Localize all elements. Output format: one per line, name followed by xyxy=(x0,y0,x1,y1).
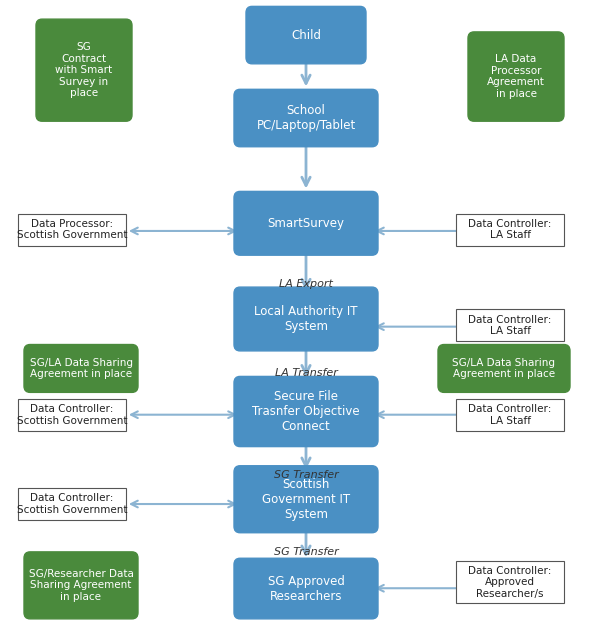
FancyBboxPatch shape xyxy=(456,214,564,246)
FancyBboxPatch shape xyxy=(234,287,378,351)
Text: Local Authority IT
System: Local Authority IT System xyxy=(254,305,358,333)
FancyBboxPatch shape xyxy=(234,89,378,147)
FancyBboxPatch shape xyxy=(36,19,132,121)
Text: SG Transfer: SG Transfer xyxy=(274,547,338,557)
FancyBboxPatch shape xyxy=(234,191,378,255)
Text: Data Processor:
Scottish Government: Data Processor: Scottish Government xyxy=(17,219,127,241)
Text: Data Controller:
Approved
Researcher/s: Data Controller: Approved Researcher/s xyxy=(469,565,551,599)
Text: SG Approved
Researchers: SG Approved Researchers xyxy=(268,575,344,602)
FancyBboxPatch shape xyxy=(246,6,366,64)
Text: Data Controller:
LA Staff: Data Controller: LA Staff xyxy=(469,404,551,426)
Text: Data Controller:
LA Staff: Data Controller: LA Staff xyxy=(469,219,551,241)
Text: Child: Child xyxy=(291,29,321,41)
Text: Data Controller:
Scottish Government: Data Controller: Scottish Government xyxy=(17,493,127,515)
FancyBboxPatch shape xyxy=(234,466,378,533)
FancyBboxPatch shape xyxy=(18,488,126,520)
FancyBboxPatch shape xyxy=(456,309,564,341)
FancyBboxPatch shape xyxy=(24,552,138,619)
FancyBboxPatch shape xyxy=(456,399,564,431)
Text: LA Export: LA Export xyxy=(279,279,333,289)
Text: SG Transfer: SG Transfer xyxy=(274,470,338,480)
FancyBboxPatch shape xyxy=(438,345,570,392)
Text: Scottish
Government IT
System: Scottish Government IT System xyxy=(262,478,350,521)
FancyBboxPatch shape xyxy=(456,561,564,603)
FancyBboxPatch shape xyxy=(24,345,138,392)
Text: SG/LA Data Sharing
Agreement in place: SG/LA Data Sharing Agreement in place xyxy=(29,358,133,379)
Text: SG/Researcher Data
Sharing Agreement
in place: SG/Researcher Data Sharing Agreement in … xyxy=(29,568,133,602)
FancyBboxPatch shape xyxy=(468,32,564,121)
Text: SG/LA Data Sharing
Agreement in place: SG/LA Data Sharing Agreement in place xyxy=(452,358,556,379)
Text: SmartSurvey: SmartSurvey xyxy=(268,217,344,230)
Text: LA Transfer: LA Transfer xyxy=(275,368,337,378)
Text: LA Data
Processor
Agreement
in place: LA Data Processor Agreement in place xyxy=(487,54,545,99)
FancyBboxPatch shape xyxy=(234,558,378,619)
FancyBboxPatch shape xyxy=(234,376,378,447)
Text: School
PC/Laptop/Tablet: School PC/Laptop/Tablet xyxy=(256,104,356,132)
Text: SG
Contract
with Smart
Survey in
place: SG Contract with Smart Survey in place xyxy=(55,42,113,98)
Text: Data Controller:
Scottish Government: Data Controller: Scottish Government xyxy=(17,404,127,426)
Text: Secure File
Trasnfer Objective
Connect: Secure File Trasnfer Objective Connect xyxy=(252,390,360,433)
FancyBboxPatch shape xyxy=(18,399,126,431)
FancyBboxPatch shape xyxy=(18,214,126,246)
Text: Data Controller:
LA Staff: Data Controller: LA Staff xyxy=(469,315,551,336)
